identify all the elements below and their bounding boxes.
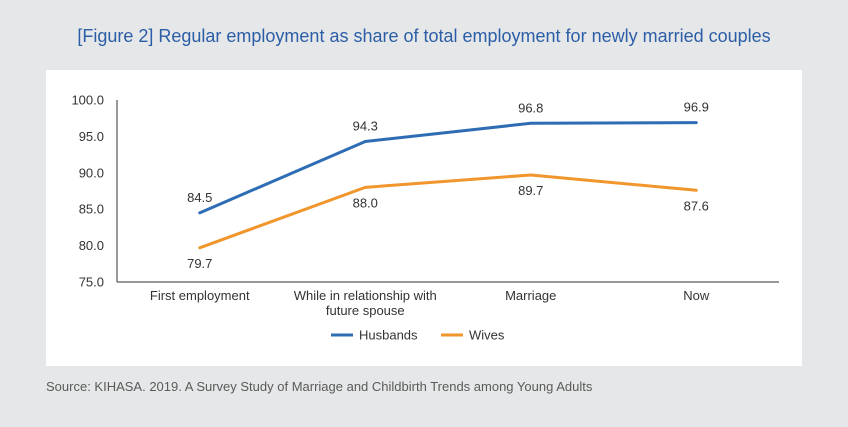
y-axis-ticks: 75.0 80.0 85.0 90.0 95.0 100.0 [71, 93, 104, 290]
series-line-husbands [198, 121, 698, 215]
x-axis-categories: First employment While in relationship wi… [150, 288, 710, 318]
x-category-label-line: Marriage [505, 288, 556, 303]
x-category-label: First employment [150, 288, 250, 303]
x-category-label-line: Now [683, 288, 710, 303]
data-label: 94.3 [353, 118, 378, 133]
legend-label: Husbands [359, 328, 418, 343]
x-category-label: While in relationship with future spouse [294, 288, 437, 318]
y-tick-label: 85.0 [79, 202, 104, 217]
axes [116, 100, 779, 283]
chart-title: [Figure 2] Regular employment as share o… [77, 26, 771, 46]
data-label: 96.9 [684, 100, 709, 115]
data-labels: 84.5 94.3 96.8 96.9 79.7 88.0 89.7 87.6 [187, 100, 709, 271]
data-label: 96.8 [518, 100, 543, 115]
chart-panel: 75.0 80.0 85.0 90.0 95.0 100.0 First employme… [46, 70, 802, 366]
y-tick-label: 100.0 [71, 93, 104, 108]
line-chart: 75.0 80.0 85.0 90.0 95.0 100.0 First employme… [71, 93, 779, 343]
y-tick-label: 95.0 [79, 129, 104, 144]
data-label: 88.0 [353, 195, 378, 210]
legend-label: Wives [469, 328, 505, 343]
series-line-wives [198, 173, 698, 250]
x-category-label-line: While in relationship with [294, 288, 437, 303]
data-label: 79.7 [187, 256, 212, 271]
y-tick-label: 80.0 [79, 238, 104, 253]
y-tick-label: 75.0 [79, 275, 104, 290]
series-lines [198, 121, 698, 250]
data-label: 87.6 [684, 198, 709, 213]
data-label: 89.7 [518, 183, 543, 198]
legend: Husbands Wives [331, 328, 505, 343]
x-category-label: Now [683, 288, 710, 303]
source-note: Source: KIHASA. 2019. A Survey Study of … [46, 379, 593, 394]
y-tick-label: 90.0 [79, 165, 104, 180]
x-category-label-line: future spouse [326, 303, 405, 318]
x-category-label: Marriage [505, 288, 556, 303]
x-category-label-line: First employment [150, 288, 250, 303]
data-label: 84.5 [187, 190, 212, 205]
